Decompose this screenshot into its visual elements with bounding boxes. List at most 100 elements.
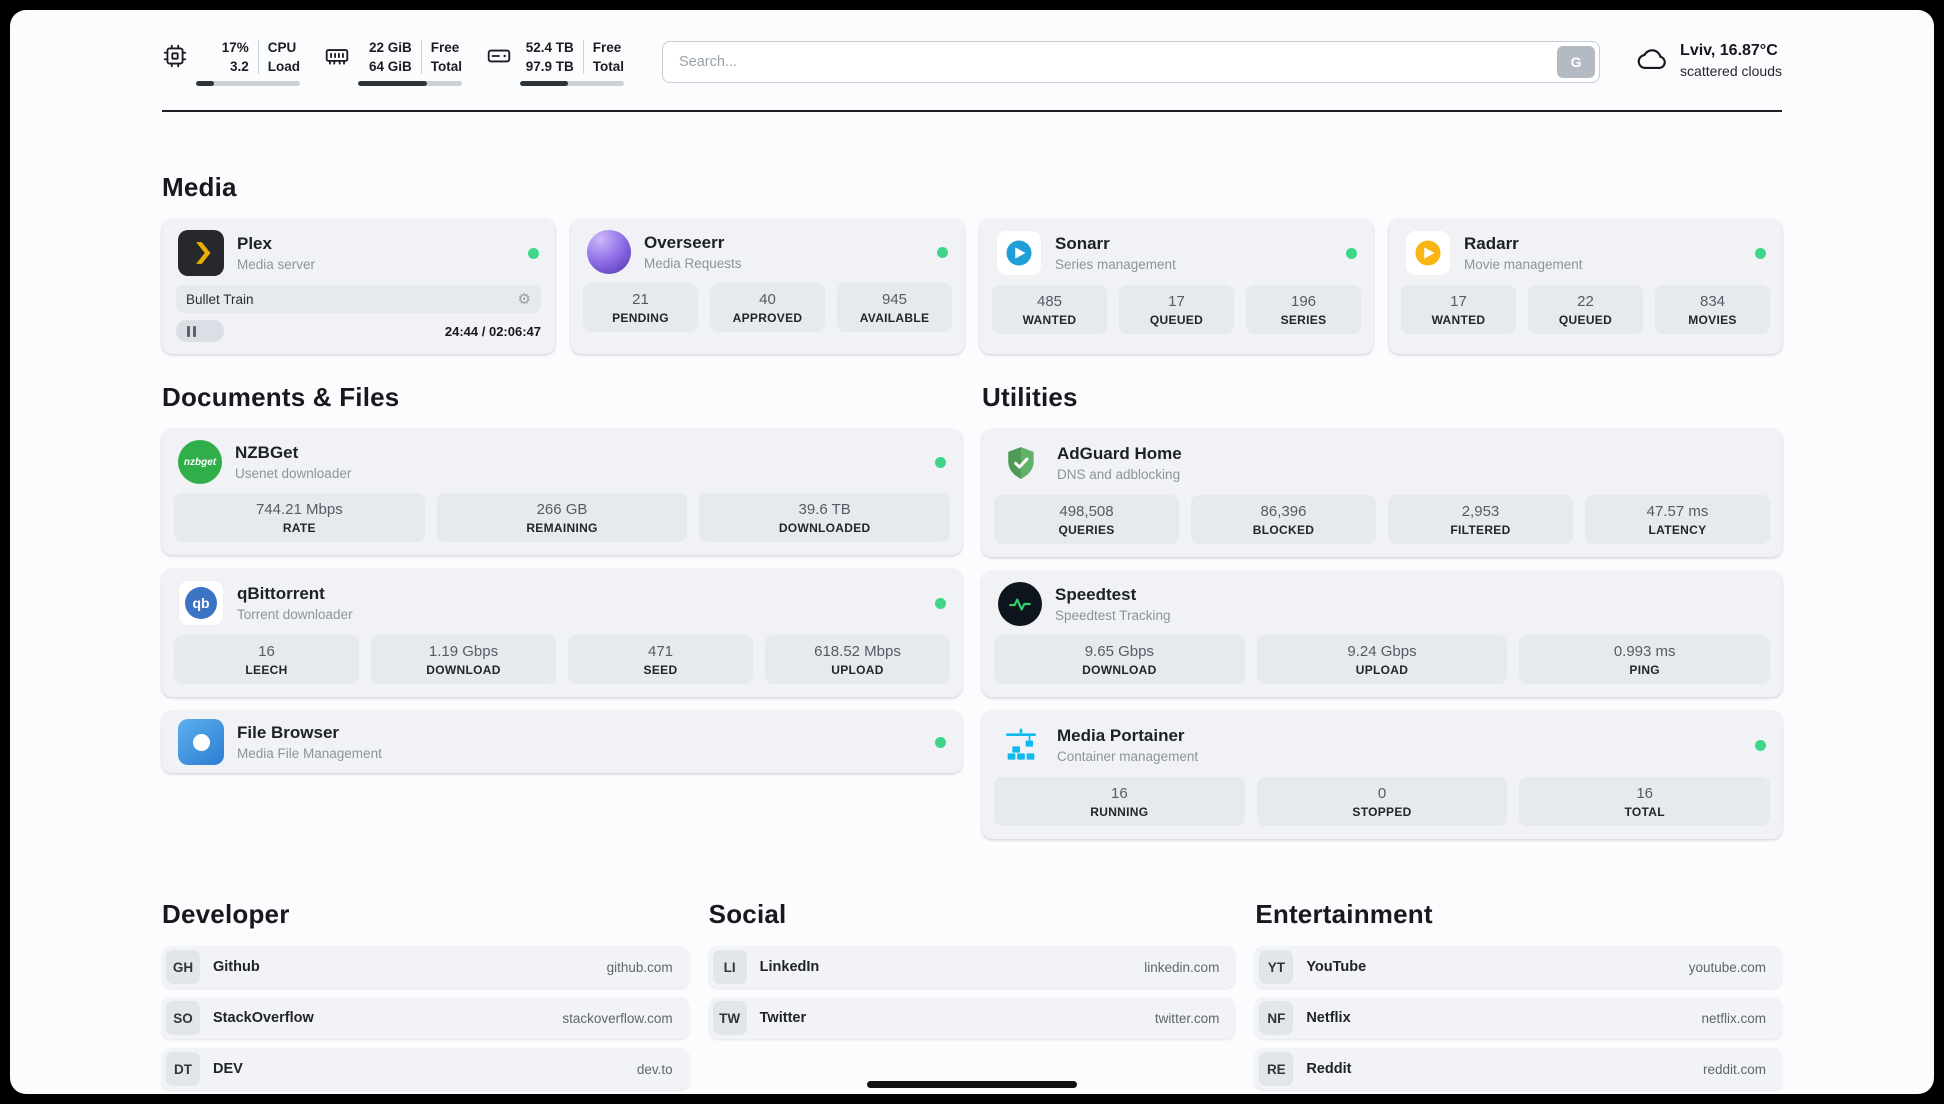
bookmark-url: linkedin.com xyxy=(1144,959,1220,975)
stat-value: 9.24 Gbps xyxy=(1347,643,1417,660)
app-subtitle: DNS and adblocking xyxy=(1057,467,1181,482)
bookmark-netflix[interactable]: NF Netflix netflix.com xyxy=(1255,997,1782,1039)
top-bar: 17% 3.2 CPU Load xyxy=(162,40,1782,86)
bookmark-badge: LI xyxy=(712,950,747,984)
stat-box: 498,508 QUERIES xyxy=(994,495,1179,544)
app-name: Overseerr xyxy=(644,233,725,252)
section-title-documents: Documents & Files xyxy=(162,382,400,412)
service-card-radarr[interactable]: Radarr Movie management 17 WANTED 22 QUE… xyxy=(1389,219,1782,354)
pause-icon[interactable] xyxy=(185,325,197,337)
stat-label: QUERIES xyxy=(1058,523,1115,537)
cpu-label-top: CPU xyxy=(267,40,297,55)
stat-label: LATENCY xyxy=(1648,523,1707,537)
stat-label: DOWNLOADED xyxy=(778,521,871,535)
stat-label: DOWNLOAD xyxy=(426,663,501,677)
dashboard-panel: 17% 3.2 CPU Load xyxy=(10,10,1934,1094)
cpu-progress-bar xyxy=(196,81,300,86)
bookmark-name: StackOverflow xyxy=(213,1010,314,1026)
bookmark-youtube[interactable]: YT YouTube youtube.com xyxy=(1255,946,1782,988)
bookmark-github[interactable]: GH Github github.com xyxy=(162,946,689,988)
ram-progress-fill xyxy=(358,81,427,86)
stat-value: 16 xyxy=(1110,785,1128,802)
bookmark-badge: DT xyxy=(166,1052,200,1086)
stat-label: WANTED xyxy=(1022,313,1077,327)
stat-box: 744.21 Mbps RATE xyxy=(174,493,425,542)
bookmark-url: reddit.com xyxy=(1702,1061,1766,1077)
stat-value: 16 xyxy=(258,643,275,660)
bookmark-name: Reddit xyxy=(1306,1061,1352,1077)
bookmark-url: twitter.com xyxy=(1154,1010,1220,1026)
seek-bar[interactable] xyxy=(176,320,431,342)
stat-box: 16 TOTAL xyxy=(1519,777,1771,826)
search-input[interactable] xyxy=(662,41,1601,83)
app-name: Plex xyxy=(237,234,272,253)
bookmark-reddit[interactable]: RE Reddit reddit.com xyxy=(1255,1048,1782,1090)
service-card-overseerr[interactable]: Overseerr Media Requests 21 PENDING 40 A… xyxy=(571,219,964,354)
service-card-nzbget[interactable]: nzbget NZBGet Usenet downloader 744.21 M… xyxy=(162,429,962,555)
metric-divider xyxy=(257,40,259,74)
nzbget-icon: nzbget xyxy=(178,440,222,484)
bookmark-dev[interactable]: DT DEV dev.to xyxy=(162,1048,689,1090)
stat-label: WANTED xyxy=(1431,313,1486,327)
section-media: Media Plex Media server Bullet xyxy=(162,172,1782,354)
bookmark-stackoverflow[interactable]: SO StackOverflow stackoverflow.com xyxy=(162,997,689,1039)
stat-value: 471 xyxy=(647,643,674,660)
bookmark-url: netflix.com xyxy=(1701,1010,1766,1026)
status-dot xyxy=(528,247,539,259)
disk-label-top: Free xyxy=(592,40,622,55)
section-title-utilities: Utilities xyxy=(982,382,1078,412)
stat-value: 40 xyxy=(759,291,776,308)
app-name: NZBGet xyxy=(235,443,299,462)
ram-free-value: 22 GiB xyxy=(368,40,412,55)
status-dot xyxy=(935,736,946,748)
stat-value: 86,396 xyxy=(1260,503,1307,520)
cpu-usage-widget: 17% 3.2 CPU Load xyxy=(162,40,300,86)
stat-box: 9.24 Gbps UPLOAD xyxy=(1256,635,1508,684)
playback-row: 24:44 / 02:06:47 xyxy=(176,320,541,342)
service-card-speedtest[interactable]: Speedtest Speedtest Tracking 9.65 Gbps D… xyxy=(982,571,1782,697)
seek-progress xyxy=(176,320,225,342)
stat-box: 196 SERIES xyxy=(1246,285,1361,334)
cpu-icon xyxy=(162,43,188,69)
search-bar: G xyxy=(662,41,1601,83)
disk-progress-fill xyxy=(520,81,568,86)
stat-value: 618.52 Mbps xyxy=(814,643,901,660)
bookmark-badge: NF xyxy=(1259,1001,1294,1035)
app-subtitle: Movie management xyxy=(1464,257,1583,272)
stat-label: REMAINING xyxy=(526,521,598,535)
bookmark-badge: SO xyxy=(166,1001,200,1035)
stat-label: QUEUED xyxy=(1558,313,1613,327)
service-card-sonarr[interactable]: Sonarr Series management 485 WANTED 17 Q… xyxy=(980,219,1373,354)
section-entertainment: Entertainment YT YouTube youtube.com NF … xyxy=(1255,899,1782,1090)
service-card-portainer[interactable]: Media Portainer Container management 16 … xyxy=(982,711,1782,839)
stat-box: 39.6 TB DOWNLOADED xyxy=(699,493,951,542)
service-card-filebrowser[interactable]: File Browser Media File Management xyxy=(162,711,962,773)
overseerr-icon xyxy=(587,230,631,274)
service-card-adguard[interactable]: AdGuard Home DNS and adblocking 498,508 … xyxy=(982,429,1782,557)
app-subtitle: Torrent downloader xyxy=(237,607,353,622)
section-title-developer: Developer xyxy=(162,899,290,929)
stat-label: MOVIES xyxy=(1688,313,1737,327)
sonarr-icon xyxy=(996,230,1042,276)
bookmark-twitter[interactable]: TW Twitter twitter.com xyxy=(708,997,1236,1039)
home-indicator xyxy=(867,1081,1077,1088)
service-card-plex[interactable]: Plex Media server Bullet Train ⚙ xyxy=(162,219,555,354)
app-subtitle: Media server xyxy=(237,257,316,272)
app-name: qBittorrent xyxy=(237,584,325,603)
metric-divider xyxy=(420,40,422,74)
bookmark-badge: GH xyxy=(166,950,200,984)
settings-gear-icon[interactable]: ⚙ xyxy=(517,290,531,308)
search-engine-button[interactable]: G xyxy=(1557,46,1596,78)
weather-location: Lviv, 16.87°C xyxy=(1680,42,1778,59)
service-card-qbittorrent[interactable]: qb qBittorrent Torrent downloader 16 xyxy=(162,569,962,697)
section-developer: Developer GH Github github.com SO StackO… xyxy=(162,899,689,1090)
stat-box: 2,953 FILTERED xyxy=(1388,495,1573,544)
bookmark-linkedin[interactable]: LI LinkedIn linkedin.com xyxy=(708,946,1236,988)
disk-label-bottom: Total xyxy=(592,59,624,74)
stat-value: 834 xyxy=(1699,293,1726,310)
stat-label: RATE xyxy=(282,521,316,535)
app-subtitle: Media File Management xyxy=(237,746,382,761)
section-title-social: Social xyxy=(708,899,787,929)
app-subtitle: Media Requests xyxy=(644,256,742,271)
stat-box: 945 AVAILABLE xyxy=(837,283,952,332)
